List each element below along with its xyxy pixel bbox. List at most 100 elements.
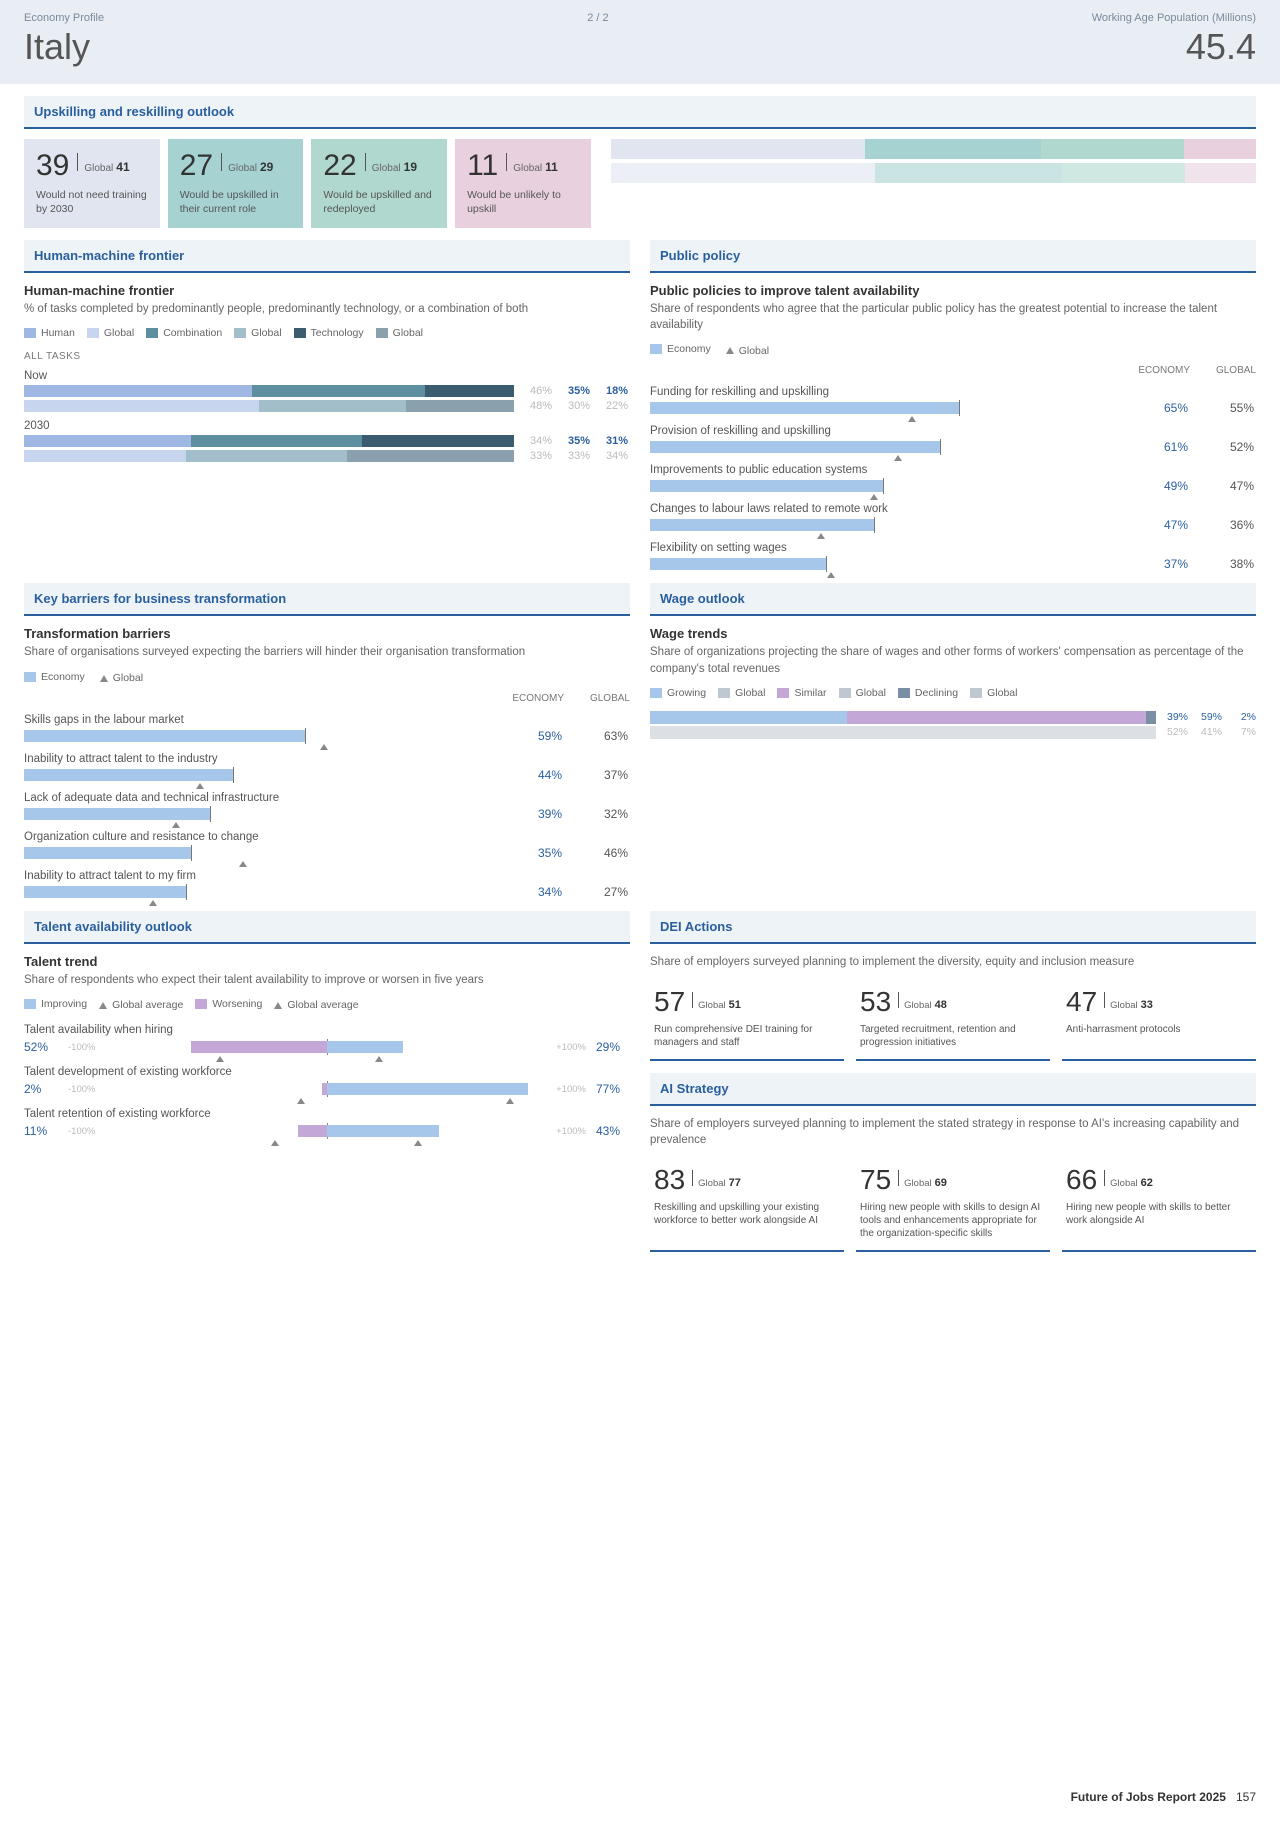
legend-item: Global average [99,999,183,1011]
bar-row: Inability to attract talent to the indus… [24,753,630,782]
col-global: GLOBAL [578,693,630,704]
legend-label: Similar [794,687,826,699]
bar-global-value: 37% [576,768,628,782]
upskilling-stat-cards: 39 Global 41 Would not need training by 203… [24,139,591,228]
metric-global-value: 69 [935,1177,947,1189]
page-footer: Future of Jobs Report 2025 157 [0,1770,1280,1824]
bar-econ-value: 34% [510,885,562,899]
footer-title: Future of Jobs Report 2025 [1071,1790,1226,1804]
bar-econ-value: 44% [510,768,562,782]
bar-econ-value: 47% [1136,518,1188,532]
dei-ai-col: DEI Actions Share of employers surveyed … [650,899,1256,1252]
col-economy: ECONOMY [512,693,564,704]
legend-swatch [970,688,982,698]
bar-row: Changes to labour laws related to remote… [650,503,1256,532]
legend-label: Global [856,687,886,699]
section-wage: Wage outlook [650,583,1256,616]
bar-track [650,480,1126,492]
bar-global-value: 32% [576,807,628,821]
upskilling-stat-card: 11Global11Would be unlikely to upskill [455,139,591,228]
bar-track [650,519,1126,531]
legend-swatch [195,999,207,1009]
talent-row: Talent availability when hiring 52% -100… [24,1024,630,1054]
population-label: Working Age Population (Millions) [1092,12,1256,24]
bar-econ-value: 65% [1136,401,1188,415]
stat-value: 11 [467,149,498,183]
legend-item: Similar [777,687,826,699]
barriers-col: Key barriers for business transformation… [24,571,630,898]
talent-neg-value: 2% [24,1082,58,1096]
metric-global-value: 51 [729,999,741,1011]
range-neg-label: -100% [68,1126,95,1137]
talent-track: -100% +100% [66,1124,588,1138]
bar-global-value: 46% [576,846,628,860]
hmf-subhead: Human-machine frontier [24,283,630,298]
stat-desc: Would not need training by 2030 [36,189,148,216]
global-label: Global [904,1178,931,1189]
dei-cards: 57Global51Run comprehensive DEI training… [650,980,1256,1061]
global-label: Global [1110,1178,1137,1189]
policy-desc: Share of respondents who agree that the … [650,301,1256,333]
metric-desc: Run comprehensive DEI training for manag… [654,1023,840,1049]
legend-item: Worsening [195,998,262,1010]
legend-swatch [898,688,910,698]
bar-track [650,558,1126,570]
policy-col: Public policy Public policies to improve… [650,228,1256,571]
bar-econ-value: 49% [1136,479,1188,493]
talent-row: Talent retention of existing workforce 1… [24,1108,630,1138]
talent-neg-value: 11% [24,1124,58,1138]
legend-swatch [87,328,99,338]
wage-values: 39%59%2%52%41%7% [1160,711,1256,741]
ai-desc: Share of employers surveyed planning to … [650,1116,1256,1148]
bar-econ-value: 61% [1136,440,1188,454]
footer-page-number: 157 [1236,1790,1256,1804]
bar-econ-value: 59% [510,729,562,743]
metric-desc: Hiring new people with skills to better … [1066,1201,1252,1227]
legend-swatch [24,328,36,338]
stat-global-value: 29 [260,160,273,174]
hmf-alltasks: ALL TASKS [24,351,630,362]
upskilling-stack-bar [611,163,1256,183]
hmf-legend: HumanGlobalCombinationGlobalTechnologyGl… [24,327,630,341]
stat-value: 39 [36,149,69,183]
global-label: Global [372,163,401,174]
upskilling-stack-col [611,129,1256,228]
upskilling-stat-card: 27Global29Would be upskilled in their cu… [168,139,304,228]
hmf-desc: % of tasks completed by predominantly pe… [24,301,630,317]
stat-global-value: 41 [116,160,129,174]
hmf-stacked-row: 34%35%31% [24,435,630,447]
profile-label: Economy Profile [24,12,104,24]
wage-col: Wage outlook Wage trends Share of organi… [650,571,1256,898]
bar-global-value: 27% [576,885,628,899]
col-economy: ECONOMY [1138,365,1190,376]
legend-label: Global [251,327,281,339]
stat-value: 27 [180,149,213,183]
bar-global-value: 55% [1202,401,1254,415]
metric-global-value: 62 [1141,1177,1153,1189]
range-pos-label: +100% [556,1042,586,1053]
legend-swatch [294,328,306,338]
metric-global-value: 33 [1141,999,1153,1011]
legend-label: Technology [311,327,364,339]
metric-global-value: 48 [935,999,947,1011]
bar-track [24,808,500,820]
talent-row: Talent development of existing workforce… [24,1066,630,1096]
legend-item: Combination [146,327,222,339]
range-pos-label: +100% [556,1084,586,1095]
bar-label: Lack of adequate data and technical infr… [24,792,630,804]
bar-track [650,441,1126,453]
legend-label: Growing [667,687,706,699]
bar-row: Organization culture and resistance to c… [24,831,630,860]
legend-swatch [650,688,662,698]
bar-label: Improvements to public education systems [650,464,1256,476]
bar-label: Provision of reskilling and upskilling [650,425,1256,437]
policy-legend: Economy Global [650,343,1256,357]
bar-label: Inability to attract talent to the indus… [24,753,630,765]
policy-subhead: Public policies to improve talent availa… [650,283,1256,298]
bar-track [24,769,500,781]
bar-global-value: 47% [1202,479,1254,493]
wage-chart: 39%59%2%52%41%7% [650,711,1256,741]
hmf-stacked-row: 46%35%18% [24,385,630,397]
legend-swatch [146,328,158,338]
global-label: Global [904,1000,931,1011]
